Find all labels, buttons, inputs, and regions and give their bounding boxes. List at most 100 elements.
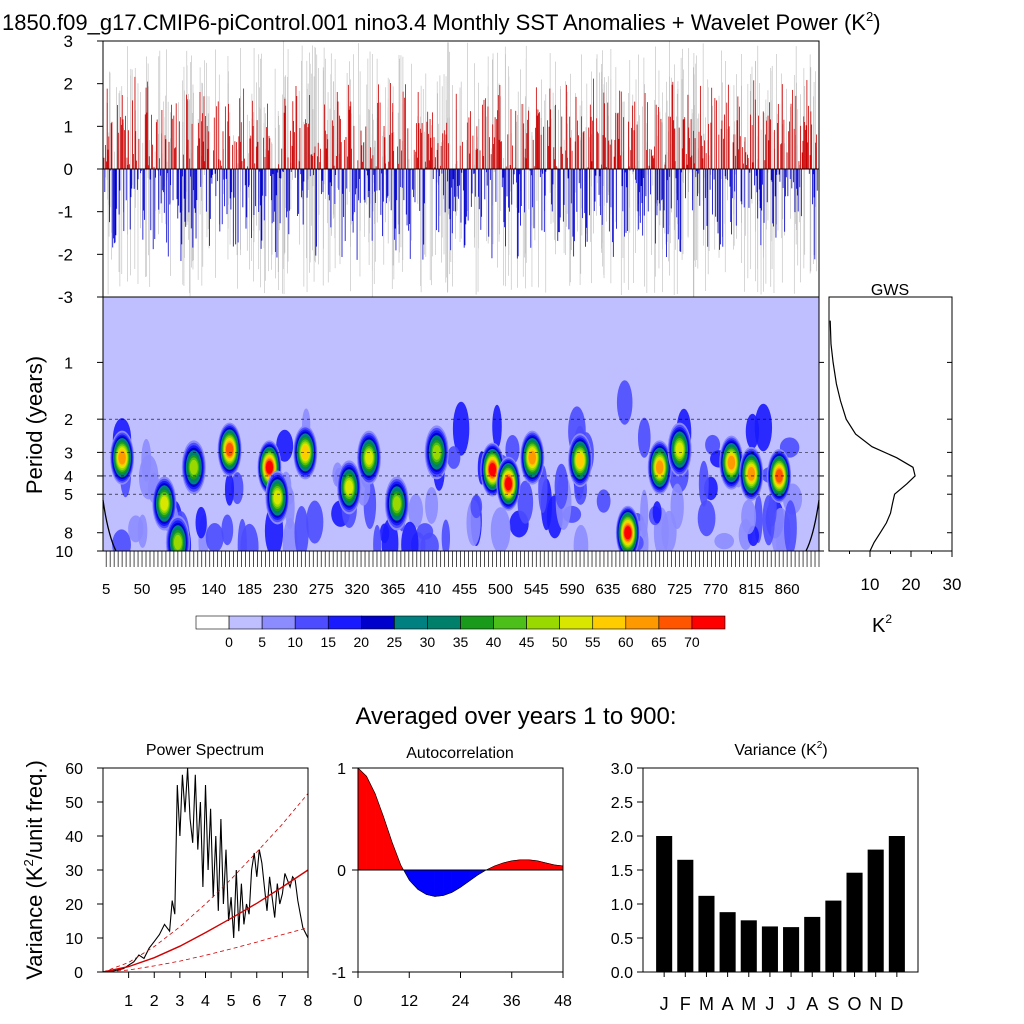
- power-texture: [698, 460, 709, 507]
- y-tick-label: 30: [65, 863, 83, 880]
- autocorrelation-segment: [443, 869, 453, 896]
- x-tick-label: A: [722, 994, 734, 1014]
- wavelet-frame: [102, 296, 820, 552]
- y-tick-label: 5: [64, 487, 73, 504]
- autocorrelation-segment: [520, 859, 530, 871]
- colorbar-box: [361, 615, 395, 630]
- power-texture: [205, 523, 224, 551]
- autocorrelation-panel: Autocorrelation -1 0 1 0 12 24 36 48: [332, 745, 572, 1010]
- autocorrelation-segment: [383, 816, 393, 871]
- power-contour: [624, 526, 632, 540]
- x-tick-label: 5: [102, 581, 110, 598]
- y-tick-label: 0: [64, 160, 73, 179]
- x-tick-label: 8: [304, 993, 313, 1010]
- y-tick-label: 4: [64, 469, 73, 486]
- colorbar-label: 15: [320, 634, 336, 650]
- autocorrelation-title: Autocorrelation: [406, 745, 514, 762]
- colorbar-box: [658, 615, 693, 630]
- figure-title: 1850.f09_g17.CMIP6-piControl.001 nino3.4…: [2, 9, 881, 35]
- variance-bar-A: [804, 916, 821, 972]
- colorbar-box: [559, 615, 594, 630]
- y-tick-label: 10: [65, 931, 83, 948]
- x-tick-label: 95: [170, 581, 187, 598]
- colorbar-label: 55: [585, 634, 601, 650]
- subtitle: Averaged over years 1 to 900:: [355, 703, 676, 730]
- power-contour: [775, 469, 783, 483]
- y-tick-label: 1: [64, 355, 73, 372]
- variance-ticks: J F M A M J J A S O N D0.00.51.01.52.02.53.0: [611, 761, 904, 1014]
- power-texture: [714, 533, 735, 550]
- power-texture: [741, 499, 757, 535]
- x-tick-label: 320: [345, 581, 370, 598]
- figure-title-close: ): [873, 10, 880, 35]
- power-texture: [294, 505, 309, 551]
- gws-x-label: K2: [872, 612, 892, 637]
- variance-bar-M: [698, 895, 715, 972]
- power-texture: [112, 529, 131, 551]
- colorbar-box: [261, 615, 296, 630]
- power-texture: [652, 501, 662, 524]
- x-tick-label: J: [765, 994, 774, 1014]
- power-contour: [173, 534, 182, 550]
- power-contour: [675, 442, 684, 457]
- colorbar-box: [327, 615, 362, 630]
- x-tick-label: J: [660, 994, 669, 1014]
- variance-bar-D: [888, 836, 905, 972]
- x-tick-label: 815: [739, 581, 764, 598]
- power-contour: [118, 450, 126, 465]
- colorbar-label: 10: [287, 634, 303, 650]
- power-texture: [195, 506, 207, 539]
- colorbar: 0 5 10 15 20 25 30 35 40 45 50 55 60 65 70: [195, 615, 726, 650]
- x-tick-label: 4: [201, 993, 210, 1010]
- colorbar-label: 40: [486, 634, 502, 650]
- power-contour: [747, 467, 756, 481]
- x-tick-label: 545: [524, 581, 549, 598]
- figure-title-main: 1850.f09_g17.CMIP6-piControl.001 nino3.4…: [2, 10, 866, 35]
- power-texture: [137, 514, 148, 548]
- wavelet-y-axis-label: Period (years): [22, 356, 47, 494]
- variance-bars: [656, 836, 905, 972]
- y-tick-label: 2: [64, 412, 73, 429]
- y-tick-label: 40: [65, 829, 83, 846]
- autocorrelation-segment: [528, 859, 538, 871]
- y-tick-label: 2.0: [611, 829, 633, 846]
- power-texture: [637, 417, 651, 458]
- power-contour: [488, 462, 497, 477]
- power-contour: [189, 459, 198, 475]
- autocorrelation-segment: [357, 767, 367, 871]
- x-tick-label: 140: [201, 581, 226, 598]
- wavelet-power-contours: [110, 380, 803, 551]
- autocorrelation-segment: [468, 869, 478, 882]
- x-tick-label: 230: [273, 581, 298, 598]
- x-tick-label: 5: [227, 993, 236, 1010]
- autocorrelation-ticks: -1 0 1 0 12 24 36 48: [332, 761, 572, 1010]
- autocorrelation-fill: [357, 767, 564, 897]
- variance-bar-M: [740, 920, 757, 972]
- variance-title-main: Variance (K: [734, 742, 817, 759]
- power-texture: [447, 446, 461, 469]
- variance-bar-O: [846, 872, 863, 972]
- y-tick-label: 0: [74, 965, 83, 982]
- y-tick-label: 3: [64, 445, 73, 462]
- spectrum-y-label-main: Variance (K: [22, 866, 47, 980]
- x-tick-label: 10: [861, 575, 880, 594]
- colorbar-box: [427, 615, 461, 630]
- colorbar-label: 35: [453, 634, 469, 650]
- power-contour: [655, 460, 664, 475]
- colorbar-label: 30: [420, 634, 436, 650]
- gws-x-label-main: K: [872, 615, 886, 637]
- x-tick-label: 24: [452, 993, 470, 1010]
- power-texture: [554, 463, 569, 509]
- colorbar-box: [625, 615, 660, 630]
- power-texture: [754, 403, 773, 452]
- x-tick-label: 185: [237, 581, 262, 598]
- colorbar-box: [526, 615, 560, 630]
- x-tick-label: 3: [175, 993, 184, 1010]
- x-tick-label: 680: [631, 581, 656, 598]
- colorbar-label: 60: [618, 634, 634, 650]
- power-texture: [231, 472, 244, 505]
- spectrum-ticks: 0 10 20 30 40 50 60 1 2 3 4 5 6 7 8: [65, 761, 312, 1010]
- x-tick-label: 860: [775, 581, 800, 598]
- power-contour: [160, 496, 169, 511]
